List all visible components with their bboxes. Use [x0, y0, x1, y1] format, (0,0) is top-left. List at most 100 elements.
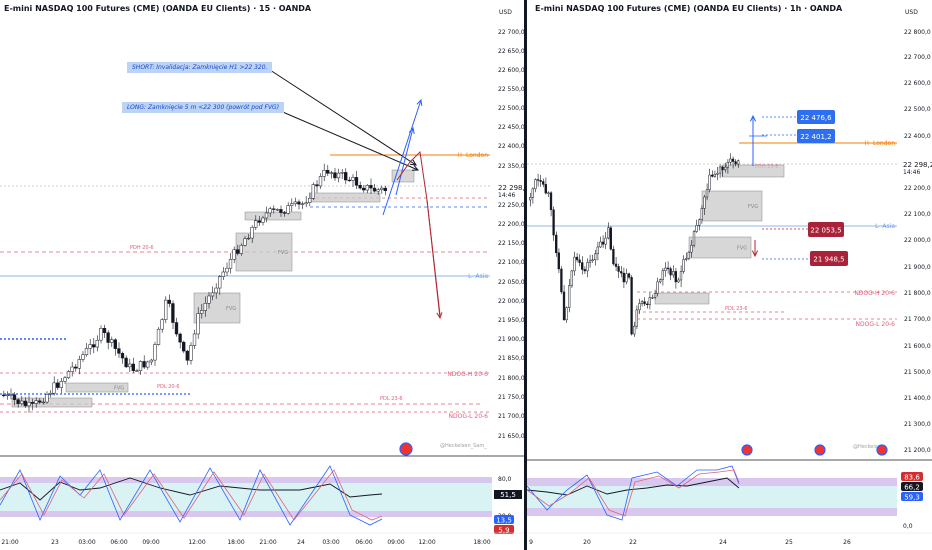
- right-candle-body: [557, 252, 560, 270]
- right-osc-badge-blue-bg: [901, 492, 923, 501]
- right-candle-body: [716, 172, 719, 175]
- left-candle-body: [66, 371, 71, 379]
- left-blue-arrow-1-head: [416, 98, 423, 107]
- left-currency-label: USD: [499, 9, 512, 16]
- left-candle-body: [214, 287, 218, 294]
- left-price-tick: 22 550,0: [498, 86, 524, 93]
- right-candle-body: [604, 237, 607, 245]
- right-osc-badge-blue: 59,3: [904, 494, 920, 502]
- left-candle-body: [178, 333, 182, 343]
- right-candle-body: [677, 279, 680, 283]
- left-candle-body: [293, 201, 297, 205]
- left-candle-body: [149, 359, 153, 363]
- right-candle-body: [718, 166, 722, 174]
- right-candle-body: [578, 259, 581, 263]
- left-candle-body: [340, 172, 344, 174]
- right-fvg-box-4: [721, 164, 785, 178]
- right-price-tick: 22 500,0: [904, 106, 931, 113]
- pane-divider[interactable]: [524, 0, 527, 550]
- left-candle-body: [52, 382, 56, 394]
- left-candle-body: [286, 205, 290, 214]
- left-price-tick: 22 500,0: [498, 105, 524, 112]
- left-price-tick: 22 700,0: [498, 29, 524, 36]
- left-candle-body: [333, 172, 337, 179]
- right-price-tick: 21 900,0: [904, 264, 931, 271]
- right-candle-body: [653, 292, 657, 298]
- left-candle-body: [351, 177, 355, 181]
- right-chart-pane[interactable]: USD 22 800,0 22 700,0 22 600,0 22 500,0 22 40…: [527, 0, 932, 550]
- right-osc-badge-red: 83,6: [904, 474, 920, 482]
- left-candle-body: [88, 344, 92, 349]
- left-candle-body: [365, 185, 369, 191]
- left-chart-pane[interactable]: USD 22 700,0 22 650,0 22 600,0 22 550,0 22 50…: [0, 0, 524, 550]
- left-candle-body: [9, 394, 13, 396]
- right-price-tick: 22 600,0: [904, 80, 931, 87]
- right-osc-badge-red-bg: [901, 472, 923, 481]
- left-candle-body: [311, 184, 315, 199]
- left-candle-body: [344, 172, 348, 181]
- left-candle-body: [185, 350, 189, 361]
- left-chart-canvas[interactable]: USD 22 700,0 22 650,0 22 600,0 22 550,0 22 50…: [0, 0, 524, 550]
- right-fvg-box-3: [654, 292, 710, 305]
- right-price-tick: 22 700,0: [904, 54, 931, 61]
- left-time-label: 18:00: [473, 539, 490, 546]
- left-candle-body: [257, 220, 261, 223]
- left-candle-body: [128, 363, 132, 368]
- right-candle-body: [669, 268, 672, 276]
- right-blue-up-arrow-head: [749, 114, 757, 122]
- right-candle-body: [640, 301, 644, 304]
- right-candle-body: [599, 241, 602, 248]
- left-time-label: 12:00: [188, 539, 205, 546]
- left-price-tick: 22 400,0: [498, 143, 524, 150]
- left-candle-body: [153, 344, 157, 361]
- right-candle-body: [565, 307, 568, 321]
- left-candle-body: [59, 381, 63, 388]
- left-candle-body: [81, 354, 85, 360]
- right-price-tick: 21 500,0: [904, 369, 931, 376]
- right-countdown: 14:46: [903, 169, 920, 176]
- left-current-price: 22 298,2: [498, 184, 524, 192]
- right-candle-body: [703, 196, 706, 209]
- left-candle-body: [120, 353, 125, 359]
- left-candle-body: [156, 328, 161, 345]
- right-candle-body: [659, 279, 662, 283]
- left-candle-body: [207, 295, 211, 304]
- left-candle-body: [2, 394, 6, 397]
- right-candle-body: [687, 251, 690, 259]
- left-candle-body: [218, 276, 222, 289]
- annotation-long[interactable]: LONG: Zamknięcie 5 m <22 300 (powrót pod…: [122, 102, 285, 113]
- left-candle-body: [315, 184, 319, 187]
- left-candle-body: [171, 303, 175, 323]
- right-candle-body: [731, 158, 735, 162]
- left-osc-k: [0, 465, 383, 526]
- right-ndog-h-label: NDOG-H 20-6: [854, 290, 895, 297]
- left-candle-body: [243, 238, 247, 246]
- left-candle-body: [308, 198, 312, 203]
- left-price-tick: 22 600,0: [498, 67, 524, 74]
- right-target-blue-2: 22 401,2: [800, 133, 831, 141]
- left-candle-body: [131, 363, 135, 372]
- left-candle-body: [383, 187, 387, 191]
- left-candle-body: [164, 299, 168, 320]
- right-candle-body: [651, 297, 654, 299]
- left-fvg-box-2-label: FVG: [278, 250, 288, 256]
- right-chart-canvas[interactable]: USD 22 800,0 22 700,0 22 600,0 22 500,0 22 40…: [527, 0, 932, 550]
- right-candle-body: [630, 277, 633, 335]
- left-candle-body: [232, 249, 236, 260]
- left-price-tick: 22 200,0: [498, 221, 524, 228]
- left-time-label: 12:00: [418, 539, 435, 546]
- left-chart-title: E-mini NASDAQ 100 Futures (CME) (OANDA E…: [4, 4, 312, 13]
- left-red-arrow-head: [436, 312, 443, 320]
- right-candle-body: [601, 241, 605, 245]
- left-osc-badge-red: 5,9: [498, 527, 509, 535]
- right-candle-body: [672, 271, 675, 276]
- left-candle-body: [70, 366, 74, 372]
- right-osc-k: [527, 465, 740, 521]
- left-osc-overbought-band: [0, 477, 492, 483]
- right-candle-body: [625, 273, 628, 283]
- right-price-tick: 21 200,0: [904, 447, 931, 454]
- right-osc-badge-black-bg: [901, 482, 923, 491]
- left-candle-body: [41, 401, 45, 404]
- left-candle-body: [16, 399, 20, 404]
- annotation-short[interactable]: SHORT: Invalidacja: Zamknięcie H1 >22 32…: [127, 62, 273, 73]
